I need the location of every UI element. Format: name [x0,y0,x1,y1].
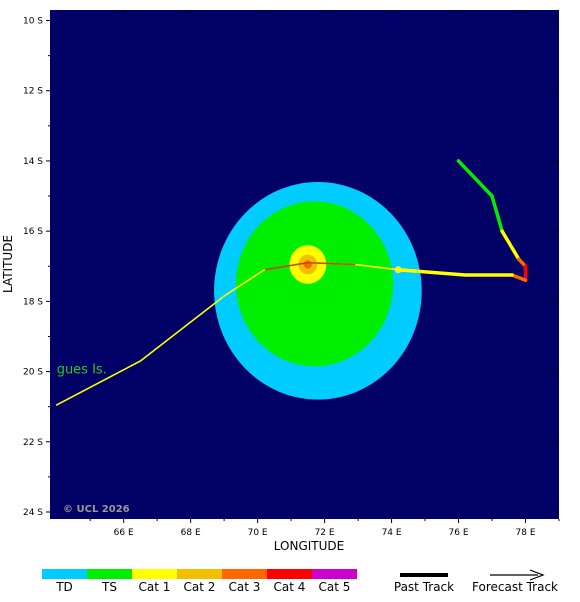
axis-ticks: 66 E 68 E 70 E 72 E 74 E 76 E 78 E 10 S 12 S 14 S… [23,10,560,538]
y-tick-label: 16 S [23,227,43,237]
arrow-right-icon [529,569,545,581]
past-track-segment [500,229,521,261]
y-axis-title: LATITUDE [1,235,15,293]
category-legend: TD TS Cat 1 Cat 2 Cat 3 Cat 4 Cat 5 [42,569,357,594]
past-track-segment [510,273,528,283]
x-tick-label: 70 E [248,528,268,538]
x-axis-title: LONGITUDE [274,539,344,553]
x-tick-label: 74 E [382,528,402,538]
legend-label: Cat 1 [139,580,171,594]
forecast-track [55,261,402,406]
legend-swatch-cat-5 [312,569,357,579]
legend-swatch-cat-1 [132,569,177,579]
past-track [396,159,528,283]
legend-label: Cat 3 [229,580,261,594]
x-tick-label: 68 E [181,528,201,538]
forecast-track-legend: Forecast Track [472,569,558,594]
past-track-legend-label: Past Track [394,580,454,594]
legend-label: Cat 4 [274,580,306,594]
past-track-legend: Past Track [394,573,454,594]
y-tick-label: 18 S [23,297,43,307]
place-label: gues Is. [57,362,107,377]
legend-swatch-ts [87,569,132,579]
current-position-marker [394,266,402,274]
x-tick-label: 78 E [516,528,536,538]
legend-swatch-cat-4 [267,569,312,579]
x-tick-label: 76 E [449,528,469,538]
forecast-track-segment [55,268,266,406]
past-track-segment [456,159,504,233]
y-tick-label: 22 S [23,438,43,448]
legend-swatch-cat-2 [177,569,222,579]
y-tick-label: 12 S [23,87,43,97]
legend-label: Cat 2 [184,580,216,594]
x-tick-label: 66 E [114,528,134,538]
legend-swatch-cat-3 [222,569,267,579]
forecast-track-legend-label: Forecast Track [472,580,558,594]
legend-label: Cat 5 [319,580,351,594]
wind-radius-cat-3 [303,260,312,269]
place-labels: gues Is. [57,362,107,377]
wind-radii [214,182,422,400]
forecast-track-segment [263,261,356,271]
y-tick-label: 20 S [23,368,43,378]
x-tick-label: 72 E [315,528,335,538]
wind-radius-ts [235,201,394,367]
y-tick-label: 24 S [23,508,43,518]
y-tick-label: 10 S [23,17,43,27]
legend-label: TD [55,580,73,594]
legend-swatch-td [42,569,87,579]
watermark: © UCL 2026 [63,504,130,515]
legend-label: TS [101,580,117,594]
y-tick-label: 14 S [23,157,43,167]
past-track-segment [396,268,514,277]
